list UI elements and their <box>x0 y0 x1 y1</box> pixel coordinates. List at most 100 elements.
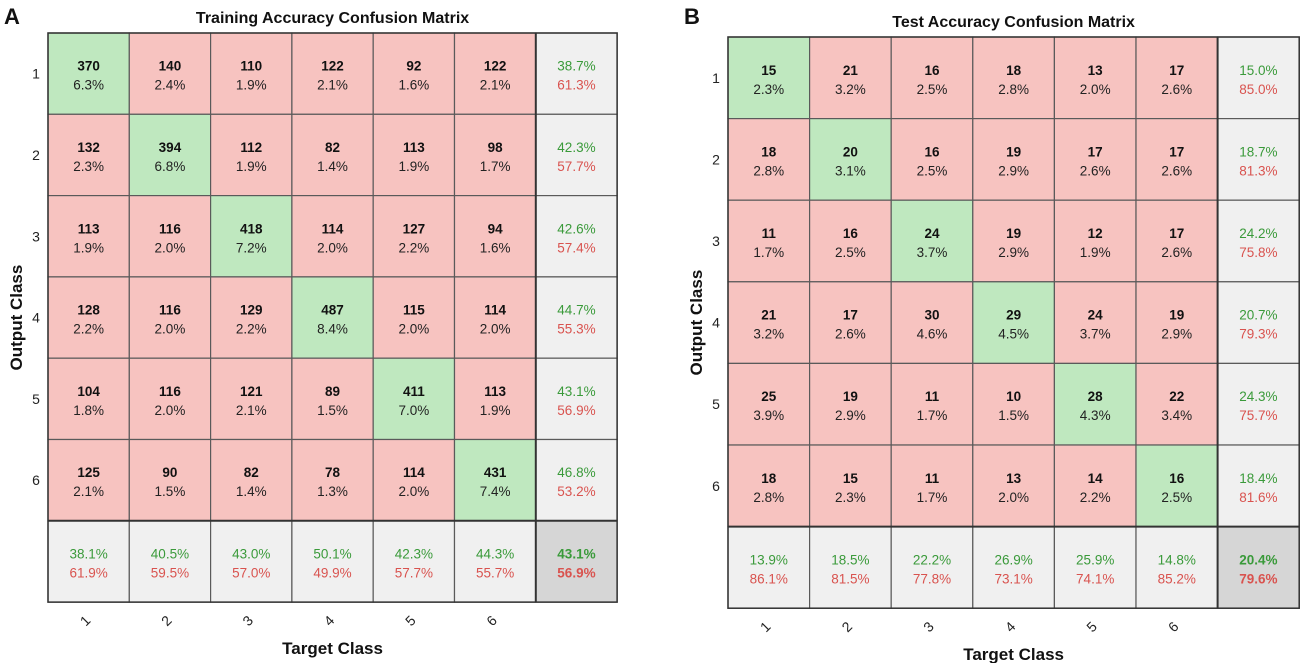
cell-count: 18 <box>761 471 777 486</box>
cell-percent: 2.5% <box>1161 490 1192 505</box>
matrix-cell <box>808 525 892 609</box>
cell-percent: 2.0% <box>480 322 511 337</box>
matrix-cell <box>372 520 456 603</box>
x-tick-label: 1 <box>77 612 94 629</box>
summary-error: 81.6% <box>1239 490 1277 505</box>
cell-count: 116 <box>159 303 181 318</box>
matrix-frame <box>47 32 618 603</box>
cell-count: 370 <box>77 59 100 74</box>
summary-accuracy: 43.1% <box>557 384 595 399</box>
summary-error: 61.9% <box>70 565 108 580</box>
x-tick-label: 6 <box>1165 618 1182 635</box>
summary-error: 57.7% <box>557 159 595 174</box>
y-tick-label: 2 <box>32 147 40 163</box>
matrix-cell <box>727 36 811 120</box>
matrix-cell <box>128 520 212 603</box>
y-tick-label: 3 <box>32 228 40 244</box>
cell-count: 114 <box>403 465 425 480</box>
matrix-cell <box>47 32 130 115</box>
cell-percent: 2.1% <box>317 78 348 93</box>
matrix-cell <box>535 520 618 603</box>
x-tick-label: 1 <box>757 618 774 635</box>
cell-count: 418 <box>240 221 263 236</box>
cell-count: 116 <box>159 221 181 236</box>
cell-count: 82 <box>325 140 340 155</box>
cell-percent: 1.4% <box>236 484 267 499</box>
cell-count: 110 <box>240 59 262 74</box>
cell-percent: 2.6% <box>1161 163 1192 178</box>
matrix-cell <box>453 195 537 278</box>
summary-accuracy: 42.6% <box>557 221 595 236</box>
cell-count: 22 <box>1169 389 1184 404</box>
matrix-cell <box>372 195 456 278</box>
summary-error: 81.3% <box>1239 163 1277 178</box>
summary-error: 57.0% <box>232 565 270 580</box>
cell-percent: 2.6% <box>1161 82 1192 97</box>
cell-count: 394 <box>159 140 182 155</box>
x-tick-label: 5 <box>1083 618 1100 635</box>
cell-count: 127 <box>403 221 426 236</box>
cell-count: 17 <box>1088 144 1103 159</box>
cell-percent: 3.2% <box>753 327 784 342</box>
summary-accuracy: 13.9% <box>750 552 788 567</box>
cell-percent: 2.1% <box>73 484 104 499</box>
cell-count: 113 <box>484 384 506 399</box>
matrix-cell <box>972 444 1055 528</box>
overall-error: 56.9% <box>557 565 595 580</box>
panel-label: A <box>4 4 20 29</box>
cell-percent: 2.0% <box>998 490 1029 505</box>
matrix-cell <box>1135 36 1219 120</box>
matrix-cell <box>453 276 537 359</box>
cell-count: 29 <box>1006 308 1021 323</box>
y-tick-label: 1 <box>32 66 40 82</box>
cell-percent: 2.0% <box>1080 82 1111 97</box>
cell-count: 10 <box>1006 389 1021 404</box>
cell-count: 17 <box>1169 144 1184 159</box>
x-tick-label: 5 <box>402 612 419 629</box>
summary-accuracy: 26.9% <box>994 552 1032 567</box>
cell-count: 18 <box>1006 63 1022 78</box>
matrix-cell <box>210 438 293 522</box>
summary-error: 59.5% <box>151 565 189 580</box>
cell-count: 14 <box>1088 471 1104 486</box>
cell-percent: 2.0% <box>398 484 429 499</box>
x-tick-label: 2 <box>158 612 175 629</box>
cell-count: 16 <box>924 63 940 78</box>
cell-count: 11 <box>925 471 940 486</box>
overall-error: 79.6% <box>1239 571 1277 586</box>
y-tick-label: 6 <box>32 472 40 488</box>
matrix-cell <box>808 362 892 446</box>
cell-percent: 1.8% <box>73 403 104 418</box>
matrix-cell <box>1135 444 1219 528</box>
x-tick-label: 2 <box>838 618 855 635</box>
matrix-cell <box>1216 281 1300 364</box>
matrix-cell <box>372 276 456 359</box>
matrix-cell <box>453 32 537 115</box>
summary-error: 77.8% <box>913 571 951 586</box>
cell-count: 125 <box>77 465 100 480</box>
summary-error: 81.5% <box>831 571 869 586</box>
cell-count: 132 <box>77 140 100 155</box>
y-tick-label: 6 <box>712 478 720 494</box>
cell-count: 11 <box>925 389 940 404</box>
matrix-cell <box>1053 281 1137 364</box>
y-tick-label: 5 <box>712 396 720 412</box>
overall-accuracy: 20.4% <box>1239 552 1277 567</box>
summary-accuracy: 38.7% <box>557 59 595 74</box>
cell-percent: 2.0% <box>317 240 348 255</box>
cell-count: 112 <box>240 140 262 155</box>
matrix-cell <box>210 195 293 278</box>
matrix-cell <box>1216 199 1300 283</box>
matrix-cell <box>210 113 293 197</box>
summary-accuracy: 40.5% <box>151 546 189 561</box>
matrix-cell <box>47 195 130 278</box>
cell-percent: 4.6% <box>917 327 948 342</box>
y-tick-label: 1 <box>712 70 720 86</box>
x-axis-label: Target Class <box>282 639 383 658</box>
cell-percent: 2.0% <box>155 322 186 337</box>
matrix-cell <box>727 281 811 364</box>
matrix-cell <box>1135 199 1219 283</box>
x-tick-label: 3 <box>920 618 937 635</box>
matrix-cell <box>535 357 618 441</box>
matrix-cell <box>727 444 811 528</box>
